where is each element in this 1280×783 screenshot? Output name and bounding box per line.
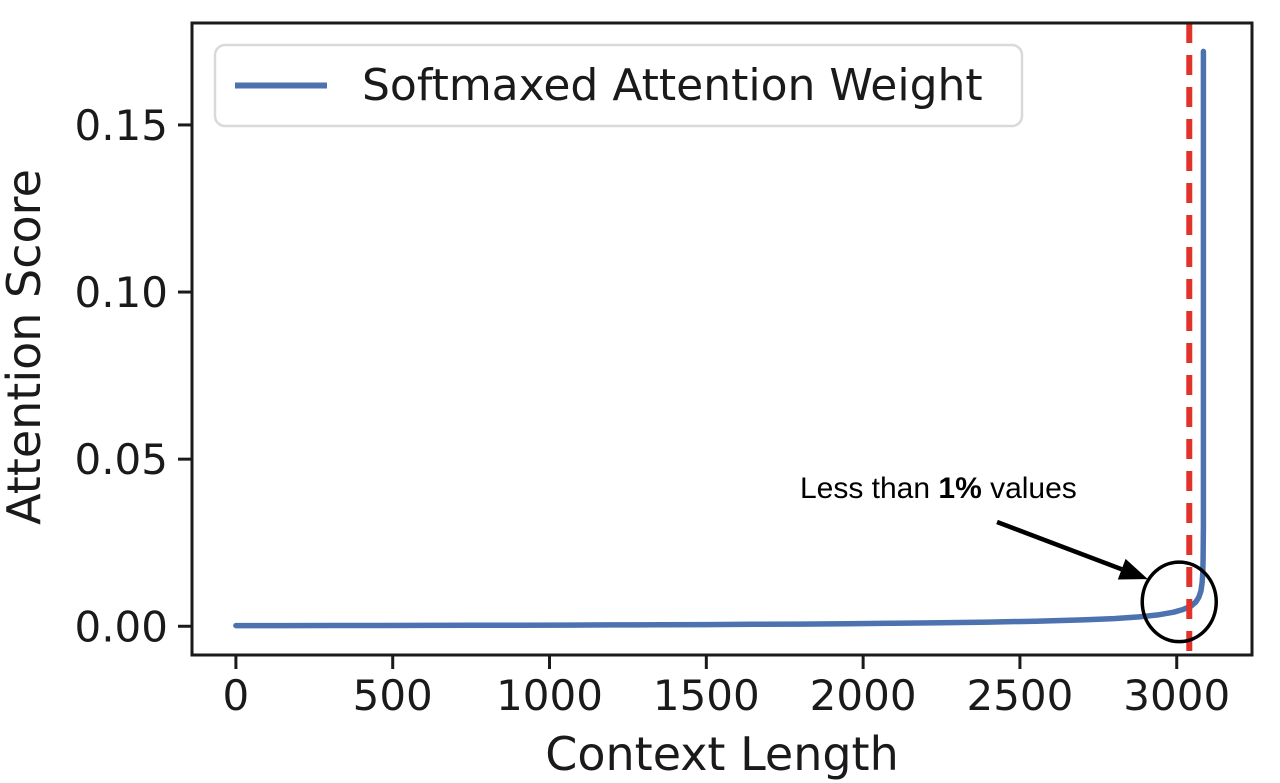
- annotation-arrowhead: [1117, 558, 1148, 580]
- x-axis-title: Context Length: [545, 727, 899, 781]
- annotation-text: Less than 1% values: [800, 472, 1077, 505]
- y-tick-label: 0.00: [74, 602, 168, 651]
- y-axis-title: Attention Score: [0, 169, 51, 525]
- plot-border: [190, 21, 1254, 657]
- annotation-circle: [1140, 560, 1218, 644]
- annotation-text-bold: 1%: [938, 472, 981, 505]
- x-tick-label: 500: [353, 671, 433, 720]
- attention-line: [233, 48, 1207, 629]
- annotation-text-prefix: Less than: [800, 472, 938, 505]
- x-axis-ticks: 0 500 1000 1500 2000 2500 3000: [223, 655, 1230, 720]
- x-tick-label: 2500: [966, 671, 1073, 720]
- annotation-arrow-line: [996, 519, 1123, 572]
- x-tick-label: 0: [223, 671, 250, 720]
- y-tick-label: 0.05: [74, 435, 168, 484]
- y-axis-ticks: 0.00 0.05 0.10 0.15: [74, 101, 192, 651]
- annotation-text-suffix: values: [982, 472, 1077, 505]
- x-tick-label: 1000: [496, 671, 603, 720]
- legend: Softmaxed Attention Weight: [213, 43, 1024, 128]
- x-tick-label: 3000: [1123, 671, 1230, 720]
- legend-entry-label: Softmaxed Attention Weight: [362, 60, 983, 111]
- x-tick-label: 2000: [810, 671, 917, 720]
- x-tick-label: 1500: [653, 671, 760, 720]
- annotation-shapes: [996, 519, 1218, 644]
- series-lines: [233, 48, 1207, 629]
- y-tick-label: 0.10: [74, 268, 168, 317]
- y-tick-label: 0.15: [74, 101, 168, 150]
- legend-box: [213, 43, 1024, 128]
